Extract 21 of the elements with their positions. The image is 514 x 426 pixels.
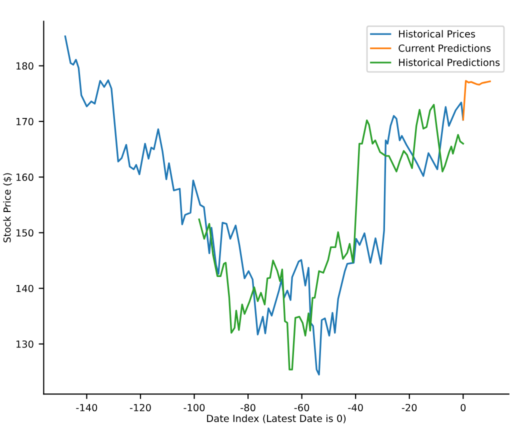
y-tick-label: 150 xyxy=(16,229,34,237)
line-series xyxy=(462,80,491,121)
y-tick-label: 180 xyxy=(16,62,34,70)
x-tick-label: -120 xyxy=(130,404,151,412)
y-axis-title: Stock Price ($) xyxy=(3,173,12,242)
y-tick-label: 140 xyxy=(16,284,34,292)
x-tick-label: -100 xyxy=(184,404,205,412)
x-tick-label: -80 xyxy=(240,404,256,412)
line-series xyxy=(198,104,464,370)
y-tick-label: 170 xyxy=(16,118,34,126)
y-tick-label: 130 xyxy=(16,340,34,348)
x-axis-title: Date Index (Latest Date is 0) xyxy=(207,414,346,424)
y-tick-label: 160 xyxy=(16,174,34,181)
x-tick-label: -40 xyxy=(348,404,363,412)
x-tick-label: -140 xyxy=(76,404,98,412)
x-tick-label: -60 xyxy=(294,404,310,412)
x-tick-label: 0 xyxy=(460,404,466,412)
legend-label: Historical Predictions xyxy=(399,58,500,66)
legend-label: Historical Prices xyxy=(399,30,476,38)
legend-label: Current Predictions xyxy=(398,44,491,52)
x-tick-label: -20 xyxy=(402,404,417,412)
